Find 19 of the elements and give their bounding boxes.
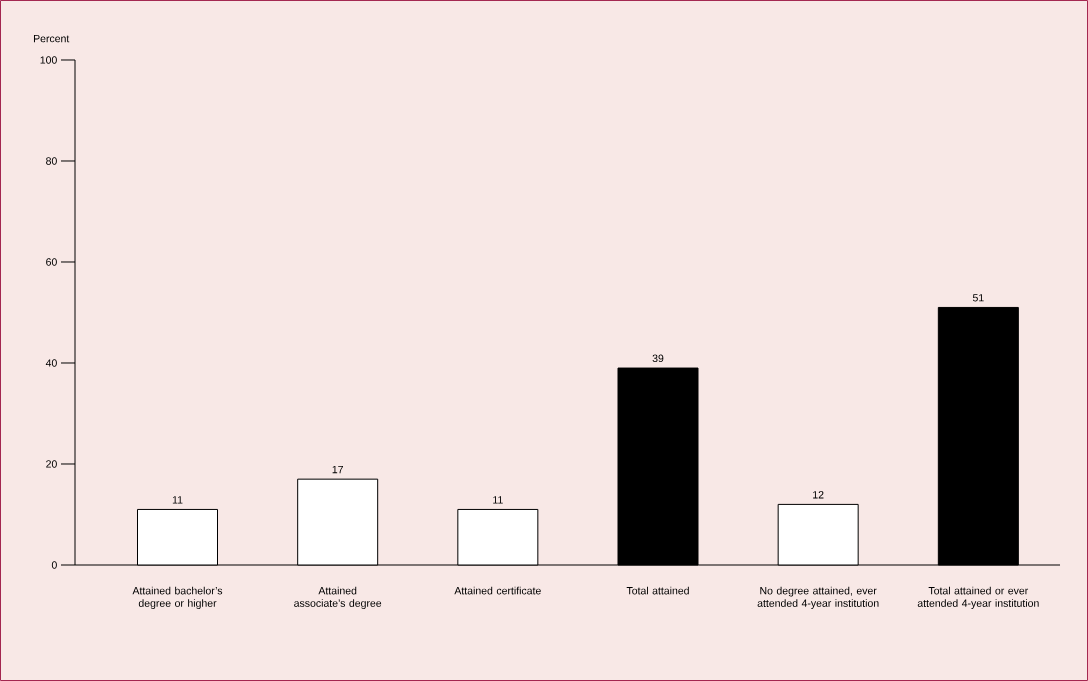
x-tick-label: Attained bachelor’s degree or higher bbox=[132, 586, 223, 609]
y-tick-label: 40 bbox=[45, 359, 57, 367]
data-label: 39 bbox=[652, 354, 664, 363]
y-tick-label: 20 bbox=[46, 460, 57, 468]
x-tick-label: Total attained or ever attended 4-year institution bbox=[917, 586, 1039, 609]
x-tick-label: Total attained bbox=[626, 586, 689, 595]
x-tick-label: Attained associate’s degree bbox=[294, 586, 382, 609]
data-label: 17 bbox=[332, 465, 343, 474]
y-tick-label: 60 bbox=[46, 258, 57, 266]
y-tick-label: 100 bbox=[40, 56, 57, 64]
data-label: 51 bbox=[972, 294, 984, 302]
y-axis-title: Percent bbox=[33, 34, 70, 43]
data-label: 12 bbox=[813, 491, 824, 499]
data-label: 11 bbox=[172, 496, 183, 504]
x-tick-label: Attained certificate bbox=[454, 586, 541, 595]
y-tick-label: 0 bbox=[51, 561, 57, 569]
data-label: 11 bbox=[493, 496, 503, 504]
x-tick-label: No degree attained, ever attended 4-year institution bbox=[757, 586, 879, 609]
y-tick-label: 80 bbox=[46, 157, 57, 165]
